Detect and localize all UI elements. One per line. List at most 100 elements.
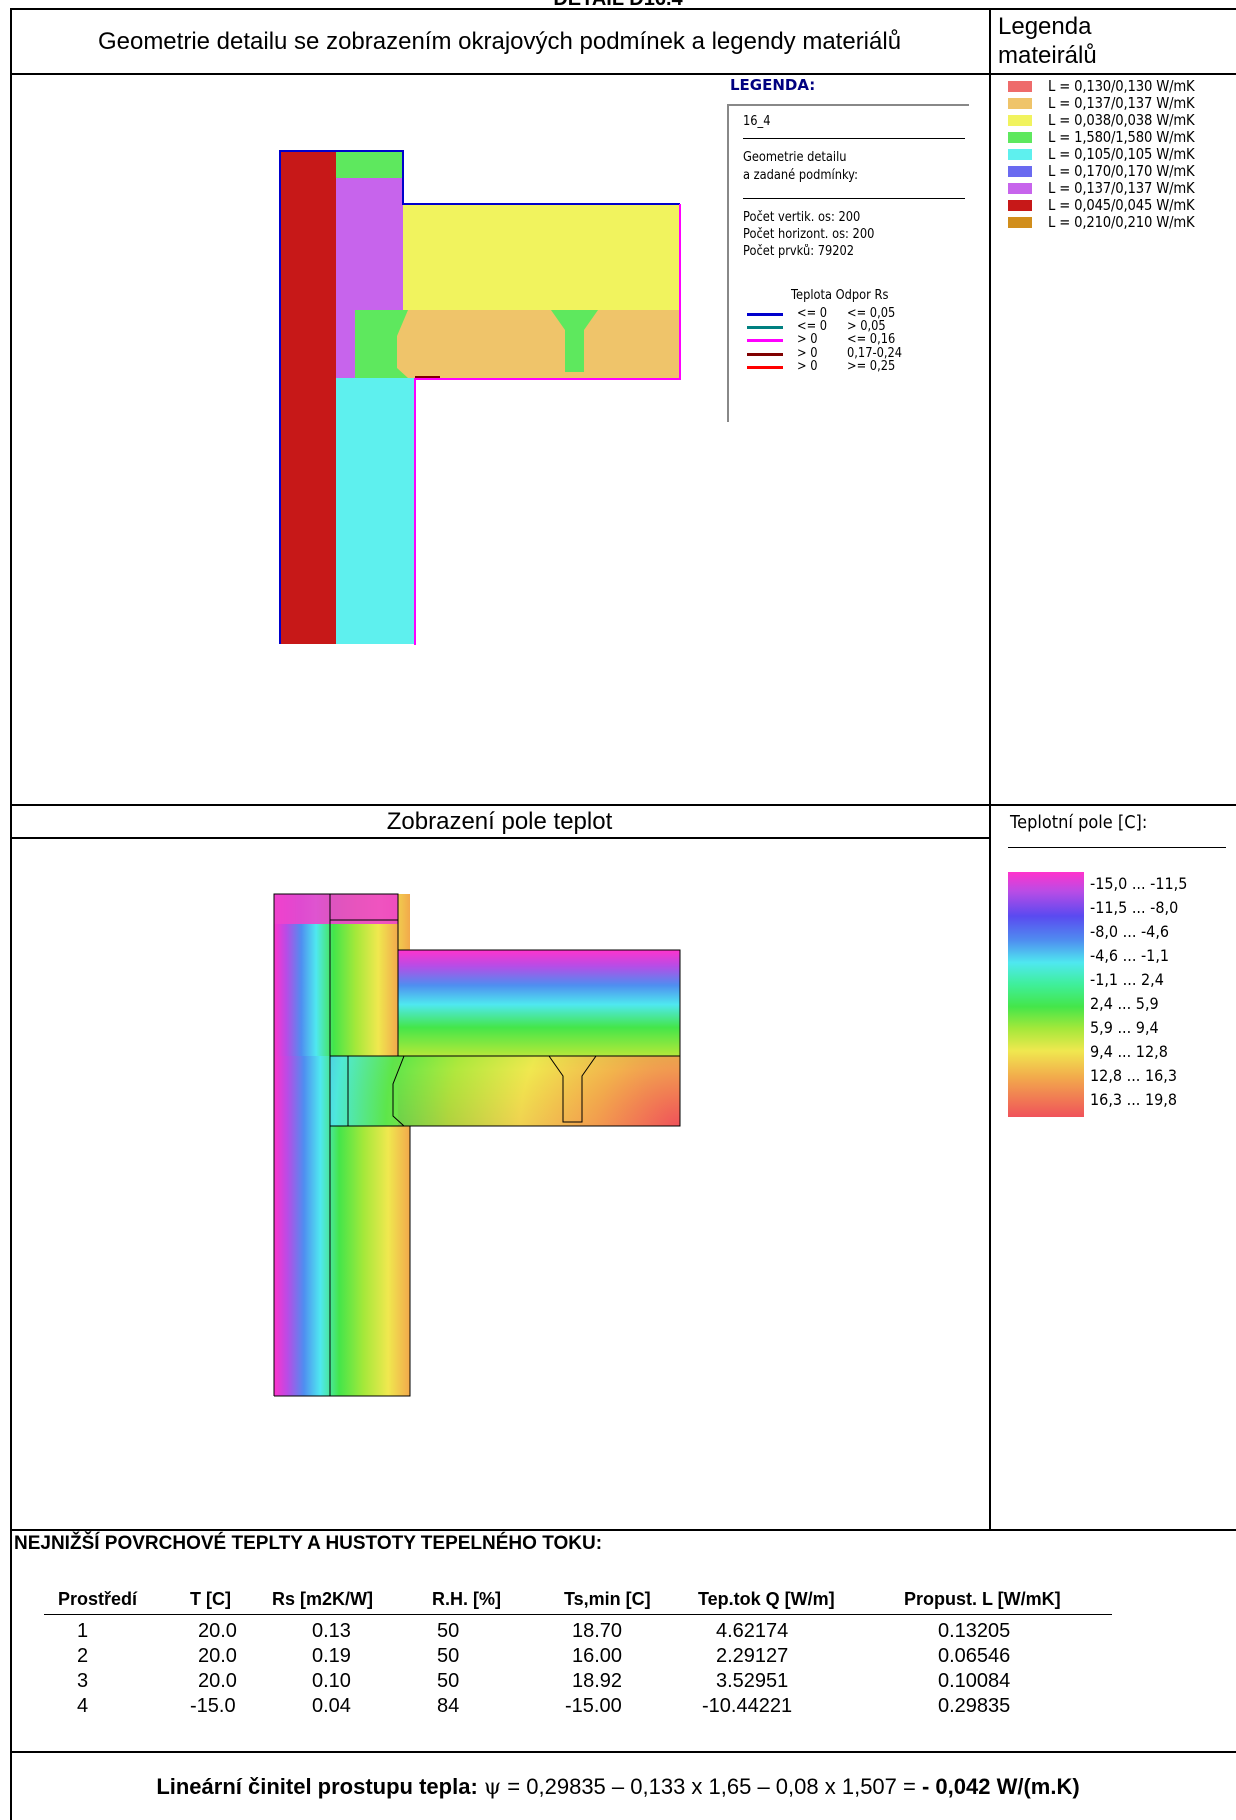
inner-legend-line-swatch	[747, 313, 783, 316]
table-header-l: Propust. L [W/mK]	[904, 1589, 1061, 1609]
table-cell: 0.10	[312, 1670, 351, 1692]
material-swatch	[1008, 199, 1032, 211]
material-swatch	[1008, 216, 1032, 228]
inner-legend-rs: <= 0,16	[847, 332, 896, 347]
temp-range-label: -15,0 ... -11,5	[1090, 874, 1188, 893]
temp-scale-title-underline	[1008, 847, 1226, 848]
table-cell: 50	[437, 1670, 460, 1692]
geometry-drawing	[279, 150, 681, 645]
inner-legend-row: > 0 0,17-0,24	[747, 346, 947, 362]
inner-legend-row: <= 0 > 0,05	[747, 319, 947, 335]
inner-legend-separator	[743, 138, 965, 139]
temp-scale-title: Teplotní pole [C]:	[1010, 812, 1148, 833]
table-cell: 2.29127	[716, 1645, 789, 1667]
material-row: L = 0,105/0,105 W/mK	[1008, 145, 1215, 163]
table-cell: 84	[437, 1695, 460, 1717]
material-label: L = 1,580/1,580 W/mK	[1048, 128, 1195, 146]
inner-legend-elems: Počet prvků: 79202	[743, 244, 855, 259]
section2-title: Zobrazení pole teplot	[386, 808, 613, 835]
table-top-line	[10, 1529, 1236, 1531]
table-cell: 16.00	[572, 1645, 623, 1667]
table-cell: 20.0	[198, 1620, 237, 1642]
inner-legend-separator	[743, 198, 965, 199]
inner-legend-heading: LEGENDA:	[730, 76, 816, 94]
inner-legend-box: 16_4 Geometrie detailu a zadané podmínky…	[727, 104, 969, 422]
geom-green-top	[336, 152, 403, 178]
formula-result: - 0,042 W/(m.K)	[921, 1774, 1080, 1799]
geom-yellow-block	[403, 204, 680, 310]
frame-top-line	[10, 8, 1236, 10]
material-label: L = 0,210/0,210 W/mK	[1048, 213, 1195, 231]
material-row: L = 0,038/0,038 W/mK	[1008, 111, 1215, 129]
table-cell: 20.0	[198, 1645, 237, 1667]
section1-header-line	[10, 73, 1236, 75]
table-cell: 18.92	[572, 1670, 623, 1692]
table-cell: 0.04	[312, 1695, 351, 1717]
table-cell: 4.62174	[716, 1620, 789, 1642]
temp-scale-gradient	[1008, 872, 1084, 1117]
material-swatch	[1008, 131, 1032, 143]
temp-range-label: -1,1 ... 2,4	[1090, 970, 1164, 989]
inner-legend-temp: > 0	[797, 359, 818, 374]
table-cell: 3.52951	[716, 1670, 789, 1692]
inner-legend-id: 16_4	[743, 114, 771, 129]
section2-header-line	[10, 837, 990, 839]
formula-expression: = 0,29835 – 0,133 x 1,65 – 0,08 x 1,507 …	[501, 1774, 922, 1799]
inner-legend-row: > 0 >= 0,25	[747, 359, 947, 375]
geom-cyan-column	[336, 378, 415, 644]
inner-legend-line-swatch	[747, 339, 783, 342]
table-cell: 2	[77, 1645, 89, 1667]
frame-divider-vertical	[989, 8, 991, 1530]
table-cell: 0.10084	[938, 1670, 1011, 1692]
tf-top-pink-strip	[274, 894, 398, 924]
inner-legend-geom-line1: Geometrie detailu	[743, 150, 847, 165]
temp-range-label: -4,6 ... -1,1	[1090, 946, 1170, 965]
temperature-field-drawing	[273, 893, 681, 1397]
geom-boundary-magenta	[414, 204, 681, 645]
table-cell: 50	[437, 1620, 460, 1642]
section1-title: Geometrie detailu se zobrazením okrajový…	[97, 28, 902, 55]
material-swatch	[1008, 97, 1032, 109]
material-label: L = 0,170/0,170 W/mK	[1048, 162, 1195, 180]
material-label: L = 0,137/0,137 W/mK	[1048, 94, 1195, 112]
material-row: L = 0,210/0,210 W/mK	[1008, 213, 1215, 231]
inner-legend-temp: > 0	[797, 346, 818, 361]
temp-range-label: -11,5 ... -8,0	[1090, 898, 1179, 917]
table-header-underline	[44, 1614, 1112, 1615]
geom-brown-strip	[415, 376, 440, 379]
inner-legend-vert: Počet vertik. os: 200	[743, 210, 861, 225]
temp-range-label: 12,8 ... 16,3	[1090, 1066, 1178, 1085]
inner-legend-horiz: Počet horizont. os: 200	[743, 227, 875, 242]
inner-legend-geom-line2: a zadané podmínky:	[743, 168, 858, 183]
material-row: L = 0,170/0,170 W/mK	[1008, 162, 1215, 180]
material-row: L = 0,137/0,137 W/mK	[1008, 179, 1215, 197]
table-cell: 50	[437, 1645, 460, 1667]
table-header-prostredi: Prostředí	[58, 1589, 138, 1609]
inner-legend-rs: > 0,05	[847, 319, 886, 334]
frame-left-line	[10, 8, 12, 1820]
temp-range-label: 2,4 ... 5,9	[1090, 994, 1159, 1013]
inner-legend-rs: <= 0,05	[847, 306, 896, 321]
table-cell: 18.70	[572, 1620, 623, 1642]
inner-legend-line-swatch	[747, 366, 783, 369]
inner-legend-line-swatch	[747, 353, 783, 356]
temp-range-label: 9,4 ... 12,8	[1090, 1042, 1168, 1061]
material-label: L = 0,045/0,045 W/mK	[1048, 196, 1195, 214]
temp-range-label: 5,9 ... 9,4	[1090, 1018, 1159, 1037]
geom-purple-block	[336, 178, 403, 310]
material-label: L = 0,130/0,130 W/mK	[1048, 77, 1195, 95]
table-cell: 3	[77, 1670, 89, 1692]
table-cell: 0.06546	[938, 1645, 1011, 1667]
table-cell: -15.00	[565, 1695, 622, 1717]
material-swatch	[1008, 148, 1032, 160]
material-swatch	[1008, 114, 1032, 126]
table-header-rh: R.H. [%]	[432, 1589, 501, 1609]
material-label: L = 0,105/0,105 W/mK	[1048, 145, 1195, 163]
formula-label: Lineární činitel prostupu tepla:	[156, 1774, 478, 1799]
table-cell: 4	[77, 1695, 89, 1717]
material-label: L = 0,038/0,038 W/mK	[1048, 111, 1195, 129]
formula-top-line	[10, 1751, 1236, 1753]
material-legend-title-line2: mateirálů	[998, 42, 1097, 69]
material-row: L = 1,580/1,580 W/mK	[1008, 128, 1215, 146]
table-cell: 0.19	[312, 1645, 351, 1667]
